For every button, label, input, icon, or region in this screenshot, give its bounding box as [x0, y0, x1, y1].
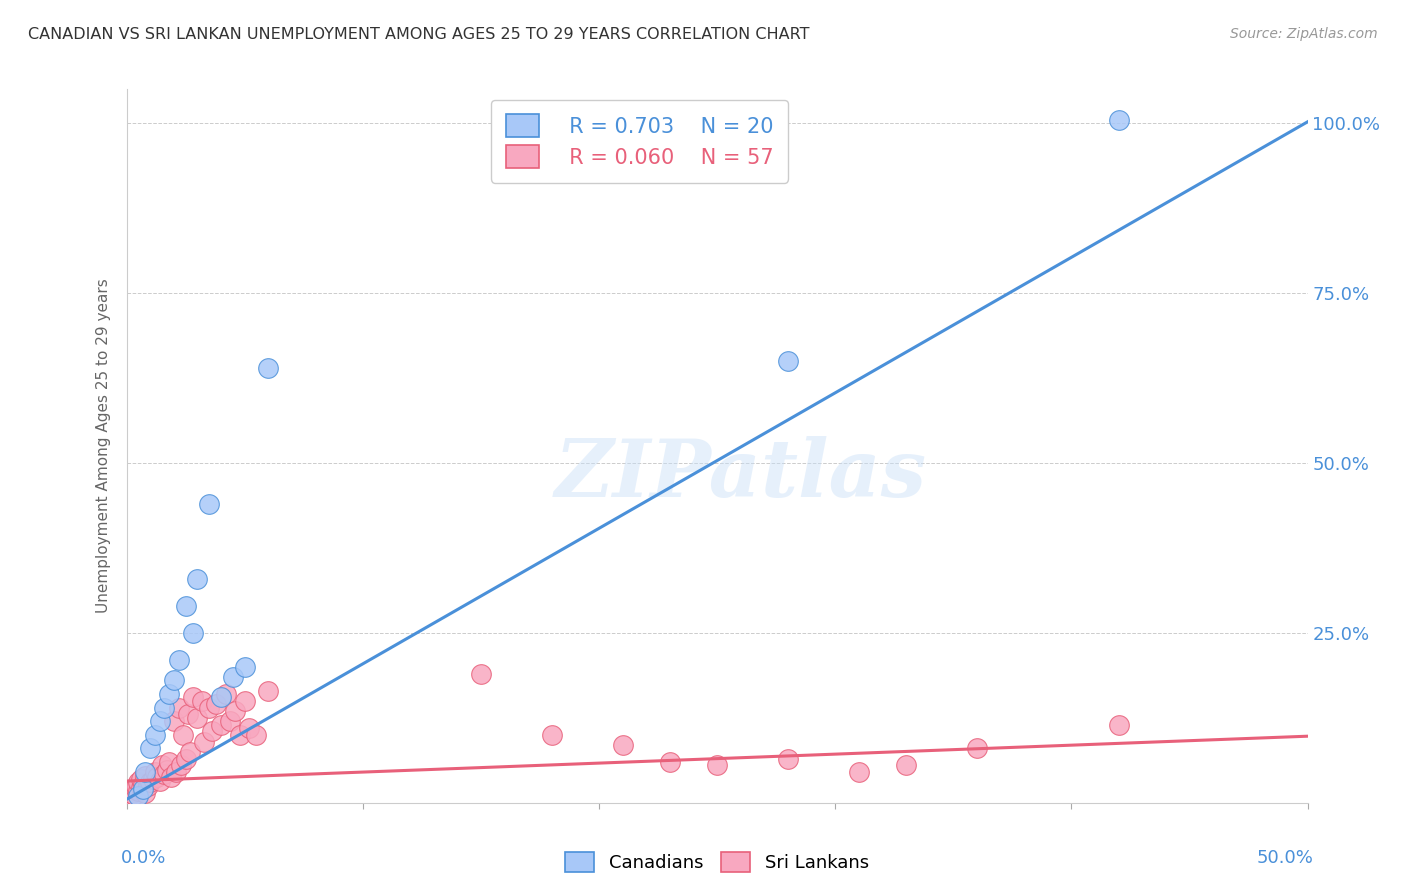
- Text: 50.0%: 50.0%: [1257, 849, 1313, 867]
- Point: [233, 694, 256, 708]
- Point: [129, 772, 152, 786]
- Point: [191, 694, 214, 708]
- Point: [209, 717, 232, 731]
- Text: Source: ZipAtlas.com: Source: ZipAtlas.com: [1230, 27, 1378, 41]
- Point: [186, 572, 208, 586]
- Point: [209, 690, 232, 705]
- Point: [153, 700, 176, 714]
- Point: [120, 786, 142, 800]
- Point: [134, 769, 156, 783]
- Point: [118, 789, 141, 803]
- Point: [172, 728, 194, 742]
- Point: [134, 765, 156, 780]
- Point: [149, 774, 172, 789]
- Point: [132, 777, 155, 791]
- Legend: Canadians, Sri Lankans: Canadians, Sri Lankans: [558, 845, 876, 880]
- Point: [149, 714, 172, 729]
- Point: [186, 711, 208, 725]
- Point: [848, 765, 870, 780]
- Point: [222, 670, 245, 684]
- Point: [894, 758, 917, 772]
- Point: [127, 789, 149, 803]
- Point: [181, 626, 204, 640]
- Point: [193, 734, 215, 748]
- Point: [139, 741, 162, 756]
- Point: [167, 700, 190, 714]
- Point: [1108, 717, 1130, 731]
- Point: [122, 788, 145, 802]
- Point: [174, 751, 197, 765]
- Y-axis label: Unemployment Among Ages 25 to 29 years: Unemployment Among Ages 25 to 29 years: [96, 278, 111, 614]
- Point: [966, 741, 988, 756]
- Point: [470, 666, 492, 681]
- Point: [146, 770, 169, 784]
- Text: CANADIAN VS SRI LANKAN UNEMPLOYMENT AMONG AGES 25 TO 29 YEARS CORRELATION CHART: CANADIAN VS SRI LANKAN UNEMPLOYMENT AMON…: [28, 27, 810, 42]
- Text: 0.0%: 0.0%: [121, 849, 166, 867]
- Point: [233, 660, 256, 674]
- Point: [157, 755, 180, 769]
- Point: [658, 755, 681, 769]
- Point: [1108, 112, 1130, 127]
- Point: [200, 724, 222, 739]
- Point: [205, 698, 228, 712]
- Point: [174, 599, 197, 613]
- Point: [143, 765, 166, 780]
- Point: [612, 738, 634, 752]
- Point: [257, 683, 280, 698]
- Point: [134, 786, 156, 800]
- Point: [132, 782, 155, 797]
- Point: [141, 772, 163, 786]
- Point: [224, 704, 246, 718]
- Point: [127, 775, 149, 789]
- Point: [150, 758, 173, 772]
- Point: [153, 767, 176, 781]
- Point: [238, 721, 260, 735]
- Point: [125, 779, 148, 793]
- Point: [776, 751, 799, 765]
- Point: [198, 497, 221, 511]
- Point: [156, 763, 179, 777]
- Point: [143, 728, 166, 742]
- Point: [129, 780, 152, 795]
- Point: [139, 775, 162, 789]
- Point: [127, 783, 149, 797]
- Point: [177, 707, 200, 722]
- Point: [257, 360, 280, 375]
- Point: [245, 728, 267, 742]
- Point: [125, 782, 148, 797]
- Point: [179, 745, 201, 759]
- Point: [229, 728, 252, 742]
- Point: [160, 770, 183, 784]
- Point: [163, 673, 186, 688]
- Point: [198, 700, 221, 714]
- Point: [776, 354, 799, 368]
- Point: [219, 714, 242, 729]
- Point: [170, 758, 193, 772]
- Point: [706, 758, 728, 772]
- Point: [215, 687, 238, 701]
- Point: [157, 687, 180, 701]
- Point: [167, 653, 190, 667]
- Text: ZIPatlas: ZIPatlas: [554, 436, 927, 513]
- Point: [181, 690, 204, 705]
- Point: [136, 779, 159, 793]
- Point: [540, 728, 562, 742]
- Point: [163, 714, 186, 729]
- Point: [165, 765, 187, 780]
